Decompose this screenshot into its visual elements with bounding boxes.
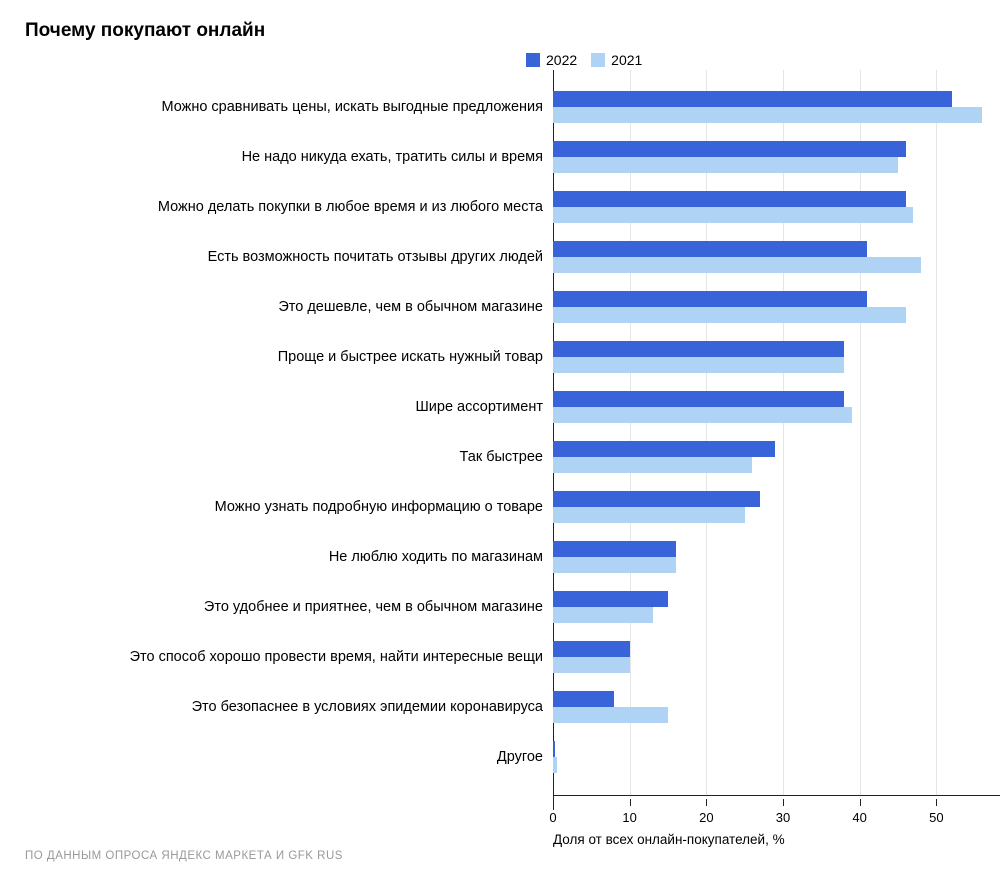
bar-2022 (553, 91, 952, 107)
bar-2021 (553, 207, 913, 223)
gridline (860, 70, 861, 795)
chart-row: Так быстрее (25, 438, 1000, 476)
bar-2022 (553, 641, 630, 657)
gridline (630, 70, 631, 795)
bar-2022 (553, 141, 906, 157)
bar-group (553, 241, 921, 273)
bar-group (553, 541, 676, 573)
x-tick-label: 10 (622, 810, 636, 825)
category-label: Это способ хорошо провести время, найти … (33, 649, 543, 665)
bar-group (553, 441, 775, 473)
chart-row: Это дешевле, чем в обычном магазине (25, 288, 1000, 326)
bar-2021 (553, 257, 921, 273)
bar-group (553, 341, 844, 373)
bar-2021 (553, 107, 982, 123)
bar-2021 (553, 557, 676, 573)
bar-2021 (553, 757, 557, 773)
bar-2022 (553, 541, 676, 557)
bar-group (553, 491, 760, 523)
bar-2022 (553, 741, 555, 757)
x-axis-title: Доля от всех онлайн-покупателей, % (553, 832, 785, 847)
category-label: Можно делать покупки в любое время и из … (33, 199, 543, 215)
chart-row: Это способ хорошо провести время, найти … (25, 638, 1000, 676)
chart-row: Это безопаснее в условиях эпидемии корон… (25, 688, 1000, 726)
category-label: Шире ассортимент (33, 399, 543, 415)
category-label: Это безопаснее в условиях эпидемии корон… (33, 699, 543, 715)
category-label: Можно сравнивать цены, искать выгодные п… (33, 99, 543, 115)
bar-2022 (553, 241, 867, 257)
bar-group (553, 91, 982, 123)
x-tick (553, 799, 554, 806)
bar-2022 (553, 491, 760, 507)
category-label: Не надо никуда ехать, тратить силы и вре… (33, 149, 543, 165)
bar-group (553, 291, 906, 323)
bar-2021 (553, 357, 844, 373)
legend-label-2022: 2022 (546, 52, 577, 68)
x-tick (783, 799, 784, 806)
bar-2021 (553, 157, 898, 173)
category-label: Это удобнее и приятнее, чем в обычном ма… (33, 599, 543, 615)
chart-row: Проще и быстрее искать нужный товар (25, 338, 1000, 376)
bar-group (553, 141, 906, 173)
x-axis-line (553, 795, 1000, 796)
gridline (783, 70, 784, 795)
chart-row: Можно сравнивать цены, искать выгодные п… (25, 88, 1000, 126)
x-tick-label: 30 (776, 810, 790, 825)
bar-2022 (553, 291, 867, 307)
bar-group (553, 691, 668, 723)
x-tick (936, 799, 937, 806)
chart-row: Не надо никуда ехать, тратить силы и вре… (25, 138, 1000, 176)
bar-2021 (553, 307, 906, 323)
bar-2021 (553, 657, 630, 673)
x-tick-label: 20 (699, 810, 713, 825)
bar-2021 (553, 707, 668, 723)
chart-legend: 2022 2021 (526, 52, 650, 68)
category-label: Так быстрее (33, 449, 543, 465)
bar-group (553, 641, 630, 673)
bar-2022 (553, 191, 906, 207)
bar-2021 (553, 507, 745, 523)
bar-2022 (553, 591, 668, 607)
bar-group (553, 191, 913, 223)
legend-label-2021: 2021 (611, 52, 642, 68)
bar-group (553, 391, 852, 423)
bar-2021 (553, 407, 852, 423)
x-tick-label: 50 (929, 810, 943, 825)
category-label: Это дешевле, чем в обычном магазине (33, 299, 543, 315)
bar-2022 (553, 341, 844, 357)
category-label: Проще и быстрее искать нужный товар (33, 349, 543, 365)
chart-row: Можно делать покупки в любое время и из … (25, 188, 1000, 226)
category-label: Есть возможность почитать отзывы других … (33, 249, 543, 265)
bar-2022 (553, 441, 775, 457)
chart-row: Это удобнее и приятнее, чем в обычном ма… (25, 588, 1000, 626)
bar-2021 (553, 457, 752, 473)
bar-group (553, 741, 557, 773)
chart-title: Почему покупают онлайн (25, 20, 1000, 42)
category-label: Другое (33, 749, 543, 765)
bar-group (553, 591, 668, 623)
category-label: Можно узнать подробную информацию о това… (33, 499, 543, 515)
x-tick-label: 40 (852, 810, 866, 825)
chart-row: Шире ассортимент (25, 388, 1000, 426)
x-tick (630, 799, 631, 806)
bar-2021 (553, 607, 653, 623)
chart-row: Другое (25, 738, 1000, 776)
chart-row: Не люблю ходить по магазинам (25, 538, 1000, 576)
legend-swatch-2021 (591, 53, 605, 67)
chart-row: Можно узнать подробную информацию о това… (25, 488, 1000, 526)
chart-source: ПО ДАННЫМ ОПРОСА ЯНДЕКС МАРКЕТА И GFK RU… (25, 850, 343, 862)
gridline (936, 70, 937, 795)
category-label: Не люблю ходить по магазинам (33, 549, 543, 565)
chart-row: Есть возможность почитать отзывы других … (25, 238, 1000, 276)
x-tick-label: 0 (549, 810, 556, 825)
chart-plot: Доля от всех онлайн-покупателей, % 01020… (25, 70, 1000, 810)
bar-2022 (553, 391, 844, 407)
x-tick (860, 799, 861, 806)
gridline (706, 70, 707, 795)
x-tick (706, 799, 707, 806)
bar-2022 (553, 691, 614, 707)
legend-swatch-2022 (526, 53, 540, 67)
